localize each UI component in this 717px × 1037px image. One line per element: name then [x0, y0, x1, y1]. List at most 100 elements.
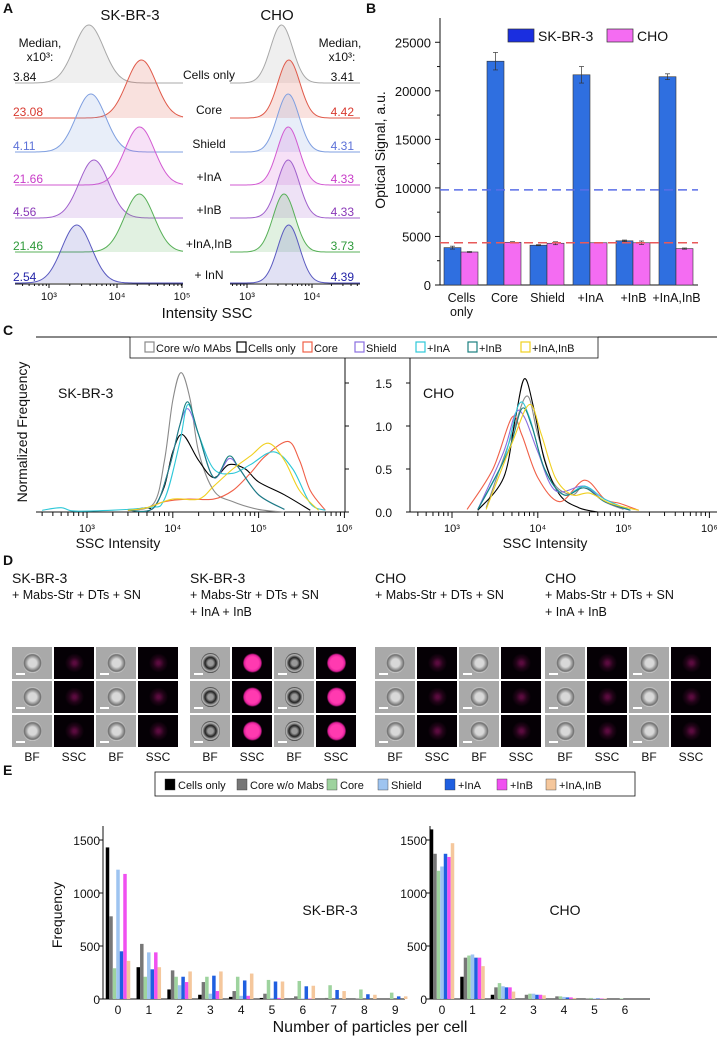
curve--inb: [127, 401, 285, 512]
legend-label: Core: [314, 343, 338, 355]
bar-cells-only: [228, 996, 233, 999]
cell-body: [386, 653, 405, 673]
panel-label-c: C: [3, 322, 14, 338]
category-label: Shield: [530, 291, 565, 305]
ssc-image: [417, 647, 457, 679]
cell-body: [201, 687, 220, 707]
bar--ina-inb: [280, 981, 285, 999]
bar--ina-inb: [481, 966, 485, 999]
cell-body: [107, 687, 126, 707]
bar-core-w-o-mabs: [140, 943, 144, 999]
bar-core: [436, 870, 441, 999]
bar--ina: [335, 989, 339, 999]
x-tick-label: 10⁵: [615, 523, 632, 535]
histogram-curve-cho: [229, 93, 360, 153]
histogram-fill-cho: [230, 194, 360, 252]
brightfield-image: [274, 681, 314, 713]
cell-signal: [428, 721, 447, 741]
cell-signal: [327, 687, 346, 707]
bar-shield: [208, 993, 213, 999]
scale-bar: [16, 707, 25, 709]
scale-bar: [100, 707, 109, 709]
y-tick-label: 0.0: [375, 506, 392, 520]
cell-body: [640, 687, 659, 707]
brightfield-image: [190, 647, 230, 679]
legend-swatch: [606, 28, 634, 43]
bar-cells-only: [198, 994, 202, 999]
cell-body: [470, 721, 489, 741]
column-label: SSC: [594, 750, 620, 764]
ssc-image: [54, 681, 94, 713]
panel-c-x-axis-label: SSC Intensity: [503, 535, 588, 551]
cell-body: [386, 721, 405, 741]
ssc-image: [671, 681, 711, 713]
column-label: BF: [387, 750, 403, 764]
cell-signal: [149, 721, 168, 741]
condition-label: Cells only: [183, 68, 235, 82]
x-tick-label: 10⁴: [164, 523, 181, 535]
cell-signal: [512, 687, 531, 707]
ssc-image: [587, 647, 627, 679]
bar-cho: [546, 242, 565, 286]
column-label: SSC: [424, 750, 450, 764]
scale-bar: [194, 741, 203, 743]
scale-bar: [194, 707, 203, 709]
cell-signal: [243, 721, 262, 741]
scale-bar: [194, 673, 203, 675]
scale-bar: [379, 741, 388, 743]
median-value-skbr3: 2.54: [13, 270, 37, 284]
median-label-left-unit: x10³:: [27, 50, 54, 64]
cell-signal: [327, 653, 346, 673]
cell-body: [201, 653, 220, 673]
bar-cells-only: [105, 847, 110, 999]
scale-bar: [463, 707, 472, 709]
x-tick-label: 10³: [79, 523, 95, 535]
ssc-image: [232, 715, 272, 747]
histogram-fill-sk: [15, 25, 183, 83]
scale-bar: [633, 741, 642, 743]
bar-cells-only: [429, 829, 434, 999]
bar--ina: [273, 981, 278, 999]
cell-body: [201, 721, 220, 741]
scale-bar: [278, 741, 287, 743]
legend-swatch: [354, 341, 365, 353]
bar--inb: [154, 952, 158, 999]
bar--ina: [535, 994, 539, 999]
brightfield-image: [96, 647, 136, 679]
bar-cells-only: [259, 997, 264, 999]
bar-shield: [239, 995, 243, 999]
bar-core: [497, 983, 502, 999]
cell-body: [107, 653, 126, 673]
median-label-left: Median,: [19, 36, 62, 50]
legend-swatch: [236, 778, 248, 791]
bar-core-w-o-mabs: [109, 916, 113, 999]
bar-core-w-o-mabs: [433, 853, 437, 999]
bar--inb: [277, 997, 281, 999]
bar-cells-only: [167, 989, 171, 999]
histogram-curve-cho: [229, 224, 360, 284]
cell-signal: [65, 721, 84, 741]
brightfield-image: [459, 715, 499, 747]
brightfield-image: [190, 715, 230, 747]
image-group: SK-BR-3 + Mabs-Str + DTs + SN: [12, 570, 141, 604]
panel-a-title-skbr3: SK-BR-3: [100, 7, 159, 24]
bar-core-w-o-mabs: [263, 993, 267, 999]
bar--ina: [212, 975, 216, 999]
median-value-skbr3: 23.08: [13, 105, 43, 119]
scale-bar: [549, 673, 558, 675]
bar--ina: [119, 951, 124, 999]
bar-cho: [460, 251, 479, 286]
brightfield-image: [274, 715, 314, 747]
histogram-curve-sk: [14, 24, 183, 84]
median-value-cho: 4.39: [331, 270, 355, 284]
x-tick-label: 1: [469, 1003, 476, 1017]
bar-cells-only: [490, 994, 495, 999]
column-label: BF: [202, 750, 218, 764]
histogram-fill-sk: [15, 127, 183, 185]
bar--ina: [565, 997, 570, 999]
bar--ina: [396, 996, 401, 999]
x-tick-label: 4: [561, 1003, 568, 1017]
y-tick-label: 25000: [395, 35, 431, 50]
category-label: +InB: [620, 291, 646, 305]
condition-label: +InA: [196, 170, 221, 184]
